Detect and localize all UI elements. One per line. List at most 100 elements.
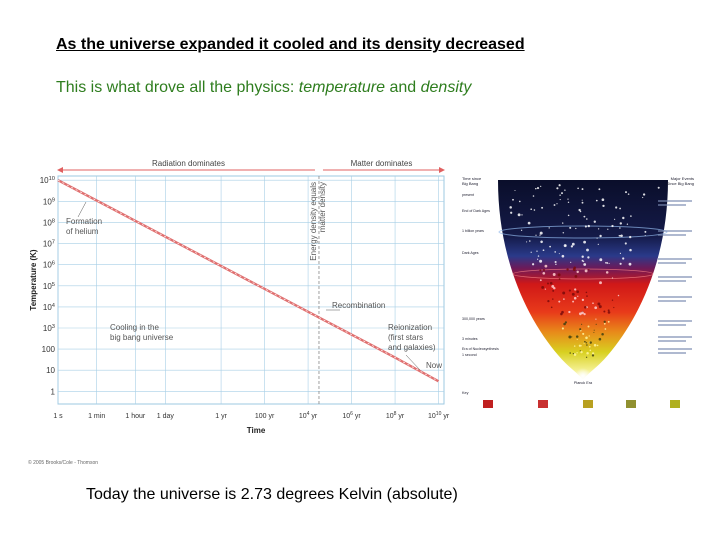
annotations: Formation of helium Cooling in the big bang…: [66, 201, 442, 371]
subtitle-joiner: and: [385, 79, 421, 96]
particle-dot: [629, 235, 632, 239]
particle-dot: [587, 224, 590, 228]
particle-dot: [622, 257, 625, 260]
y-tick-label: 108: [43, 218, 55, 227]
x-tick-label: 1010 yr: [428, 411, 450, 420]
subtitle-term-density: density: [420, 79, 472, 96]
particle-dot: [578, 344, 582, 347]
particle-dot: [629, 248, 632, 252]
page-subtitle: This is what drove all the physics: temp…: [56, 79, 471, 97]
label-time-since-big-bang: Time since Big Bang: [462, 176, 482, 186]
description-line: [658, 300, 686, 302]
label-major-events: Major Events Since Big Bang: [667, 176, 694, 186]
particle-dot: [576, 338, 578, 341]
particle-dot: [588, 335, 590, 337]
particle-dot: [619, 227, 621, 229]
particle-dot: [588, 269, 590, 271]
particle-dot: [559, 194, 561, 196]
particle-dot: [607, 320, 610, 323]
particle-dot: [586, 352, 589, 355]
annotation-text: Formation of helium: [66, 217, 102, 236]
key-swatches: [483, 400, 680, 408]
particle-dot: [571, 336, 573, 338]
particle-dot: [642, 196, 644, 199]
particle-dot: [585, 342, 588, 344]
description-line: [658, 262, 686, 264]
particle-dot: [567, 201, 570, 204]
particle-dot: [619, 262, 622, 265]
annotation-leader: [77, 201, 87, 218]
particle-dot: [581, 298, 585, 302]
particle-dot: [593, 329, 595, 331]
particle-dot: [532, 195, 535, 197]
particle-dot: [527, 221, 531, 225]
stage-label: Dark Ages: [462, 251, 479, 255]
x-tick-label: 106 yr: [342, 411, 361, 420]
particle-dot: [536, 250, 538, 252]
particle-dot: [567, 214, 570, 217]
particle-dot: [595, 199, 598, 202]
particle-dot: [562, 222, 564, 224]
annotation-3: Reionization (first stars and galaxies): [388, 323, 436, 371]
particle-dot: [539, 231, 543, 235]
particle-dot: [581, 259, 584, 262]
particle-dot: [586, 248, 589, 252]
particle-dot: [557, 273, 561, 277]
particle-dot: [568, 289, 571, 292]
description-line: [658, 336, 692, 338]
particle-dot: [535, 187, 537, 190]
particle-dot: [585, 291, 588, 294]
particle-dot: [571, 242, 575, 246]
particle-dot: [597, 243, 599, 245]
particle-dot: [596, 237, 598, 239]
stage-label: 1 billion years: [462, 229, 484, 233]
particle-dot: [521, 214, 523, 216]
particle-dot: [628, 262, 632, 266]
particle-dot: [583, 263, 587, 266]
particle-dot: [619, 252, 621, 254]
particle-dot: [607, 228, 609, 230]
description-line: [658, 200, 692, 202]
particle-dot: [566, 268, 569, 271]
particle-dot: [584, 269, 588, 273]
particle-dot: [574, 288, 577, 291]
particle-dot: [583, 312, 586, 316]
particle-dot: [591, 352, 595, 355]
particle-dot: [550, 306, 553, 309]
particle-dot: [572, 353, 575, 355]
particle-dot: [544, 264, 548, 268]
particle-dot: [564, 189, 566, 191]
annotation-text: Now: [426, 361, 442, 370]
series-group: [57, 179, 440, 383]
annotation-text: Reionization (first stars and galaxies): [388, 323, 436, 352]
particle-dot: [529, 240, 531, 242]
particle-dot: [514, 189, 516, 192]
annotation-0: Formation of helium: [66, 201, 102, 236]
y-tick-label: 107: [43, 240, 55, 249]
subtitle-term-temperature: temperature: [298, 79, 386, 96]
particle-dot: [548, 227, 550, 229]
big-bang-glow: [575, 368, 591, 384]
particle-dot: [567, 198, 569, 200]
particle-dot: [574, 275, 578, 278]
particle-dot: [580, 345, 582, 347]
particle-dot: [597, 302, 601, 306]
particle-dot: [607, 311, 611, 314]
particle-dot: [561, 327, 564, 330]
particle-dot: [520, 229, 523, 231]
particle-dot: [540, 185, 542, 188]
particle-dot: [581, 255, 584, 258]
particle-dot: [554, 251, 557, 253]
particle-dot: [539, 234, 541, 236]
particle-dot: [559, 199, 561, 201]
era-label-matter: Matter dominates: [351, 159, 413, 168]
particle-dot: [539, 269, 542, 272]
particle-dot: [589, 349, 592, 352]
particle-dot: [575, 335, 579, 338]
particle-dot: [587, 256, 590, 259]
stage-label: 300,000 years: [462, 317, 485, 321]
particle-dot: [577, 295, 579, 297]
particle-dot: [540, 240, 543, 244]
annotation-leader: [405, 354, 421, 371]
particle-dot: [531, 263, 535, 266]
